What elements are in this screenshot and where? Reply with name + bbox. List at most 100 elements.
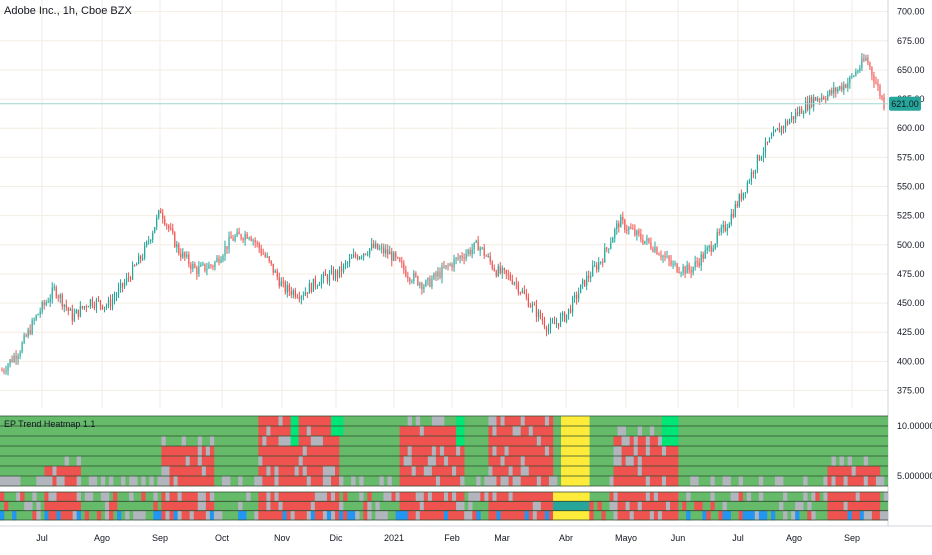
- candle-body: [258, 243, 260, 249]
- heatmap-cell: [512, 426, 517, 437]
- heatmap-cell: [48, 476, 53, 487]
- strip-cell: [419, 492, 425, 502]
- strip-cell: [504, 510, 509, 521]
- heatmap-cell: [326, 456, 332, 467]
- heatmap-cell: [548, 416, 554, 427]
- candle-body: [467, 250, 469, 254]
- heatmap-cell: [456, 446, 461, 457]
- heatmap-cell: [258, 476, 263, 487]
- strip-cell: [238, 510, 243, 521]
- heatmap-cell: [318, 416, 324, 427]
- heatmap-cell: [427, 426, 433, 437]
- strip-cell: [875, 510, 881, 521]
- strip-cell: [161, 492, 166, 502]
- heatmap-cell: [298, 476, 304, 487]
- heatmap-cell: [500, 416, 505, 427]
- strip-cell: [76, 510, 82, 521]
- candle-body: [77, 309, 79, 317]
- strip-cell: [492, 492, 497, 502]
- candle-body: [481, 247, 483, 249]
- heatmap-cell: [851, 466, 857, 477]
- heatmap-cell: [407, 466, 413, 477]
- strip-cell: [500, 501, 505, 511]
- heatmap-cell: [419, 456, 425, 467]
- heatmap-cell: [302, 456, 308, 467]
- strip-cell: [246, 492, 251, 502]
- heatmap-cell: [452, 466, 457, 477]
- price-series[interactable]: [1, 52, 885, 376]
- candle-body: [431, 279, 433, 287]
- heatmap-cell: [306, 476, 312, 487]
- candle-body: [202, 263, 204, 265]
- strip-cell: [512, 492, 517, 502]
- heatmap-cell: [621, 446, 626, 457]
- candle-body: [208, 264, 210, 269]
- heatmap-cell: [637, 426, 643, 437]
- heatmap-cell: [649, 466, 655, 477]
- heatmap-cell: [189, 446, 195, 457]
- strip-cell: [367, 492, 372, 502]
- heatmap-cell: [330, 426, 336, 437]
- heatmap-cell: [633, 456, 639, 467]
- heatmap-cell: [40, 476, 45, 487]
- heatmap-cell: [294, 456, 299, 467]
- heatmap-cell: [516, 426, 521, 437]
- strip-cell: [68, 492, 73, 502]
- heatmap-cell: [278, 476, 283, 487]
- candle-body: [879, 85, 881, 97]
- strip-cell: [625, 492, 630, 502]
- candle-body: [419, 283, 421, 286]
- strip-cell: [496, 510, 501, 521]
- candle-body: [146, 241, 148, 246]
- heatmap-cell: [666, 456, 671, 467]
- strip-cell: [322, 510, 328, 521]
- candle-body: [726, 227, 728, 231]
- candle-body: [549, 322, 552, 329]
- heatmap-cell: [670, 446, 675, 457]
- heatmap-cell: [859, 476, 865, 487]
- heatmap-cell: [165, 446, 170, 457]
- heatmap-cell: [512, 416, 517, 427]
- heatmap-cell: [661, 456, 667, 467]
- heatmap-cell: [710, 476, 715, 487]
- candle-body: [324, 273, 327, 276]
- candle-body: [15, 355, 17, 360]
- heatmap-cell: [540, 476, 546, 487]
- heatmap-cell: [411, 426, 417, 437]
- heatmap-cell: [637, 456, 643, 467]
- candle-body: [87, 306, 89, 308]
- strip-cell: [815, 492, 820, 502]
- heatmap-cell: [565, 416, 570, 427]
- heatmap-cell: [577, 426, 582, 437]
- heatmap-cell: [189, 466, 195, 477]
- heatmap-cell: [64, 466, 69, 477]
- strip-cell: [52, 501, 57, 511]
- heatmap-cell: [16, 476, 21, 487]
- candle-body: [521, 290, 523, 293]
- candle-body: [125, 277, 128, 283]
- candle-body: [174, 232, 176, 248]
- strip-cell: [375, 501, 380, 511]
- candle-body: [658, 254, 660, 256]
- candle-body: [819, 99, 821, 100]
- heatmap-cell: [306, 466, 312, 477]
- strip-cell: [839, 492, 844, 502]
- candle-body: [877, 83, 879, 86]
- heatmap-cell: [726, 476, 731, 487]
- candle-body: [511, 279, 513, 284]
- heatmap-axis[interactable]: 10.0000005.000000: [897, 421, 932, 481]
- candle-body: [626, 229, 628, 231]
- candle-body: [859, 68, 861, 71]
- trend-heatmap[interactable]: [0, 415, 889, 521]
- strip-cell: [367, 510, 372, 521]
- price-axis[interactable]: 700.00675.00650.00625.00600.00575.00550.…: [887, 0, 925, 526]
- heatmap-cell: [621, 426, 626, 437]
- heatmap-cell: [121, 476, 126, 487]
- candle-body: [129, 277, 132, 280]
- heatmap-cell: [173, 456, 178, 467]
- candle-body: [49, 298, 51, 302]
- strip-cell: [536, 501, 542, 511]
- time-axis[interactable]: Jul Ago Sep Oct Nov Dic 2021 Feb Mar Abr Mayo Jun Ju…: [0, 525, 932, 543]
- heatmap-cell: [88, 476, 94, 487]
- strip-cell: [242, 510, 247, 521]
